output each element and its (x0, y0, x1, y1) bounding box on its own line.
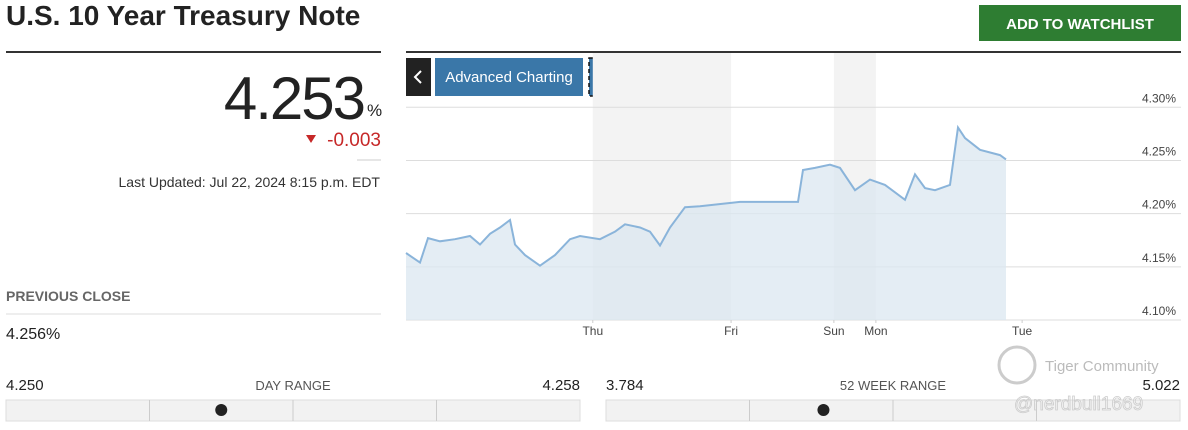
x-tick-label: Fri (724, 324, 738, 338)
down-arrow (306, 135, 316, 143)
watchlist-button-label[interactable]: ADD TO WATCHLIST (1006, 16, 1154, 33)
y-tick-label: 4.30% (1142, 91, 1176, 105)
range-marker (817, 404, 830, 416)
watchlist-button[interactable] (979, 5, 1181, 41)
back-icon (413, 70, 422, 84)
x-tick-label: Mon (864, 324, 887, 338)
last-updated: Last Updated: Jul 22, 2024 8:15 p.m. EDT (119, 174, 381, 190)
range-low: 3.784 (606, 377, 644, 394)
x-tick-label: Sun (823, 324, 844, 338)
range-high: 5.022 (1142, 377, 1180, 394)
y-tick-label: 4.15% (1142, 251, 1176, 265)
x-tick-label: Thu (582, 324, 603, 338)
previous-close-label: PREVIOUS CLOSE (6, 288, 130, 304)
watermark-logo (997, 345, 1037, 385)
range-high: 4.258 (542, 377, 580, 394)
area (406, 127, 1006, 320)
back-button[interactable] (406, 58, 431, 96)
x-tick-label: Tue (1012, 324, 1033, 338)
range-low: 4.250 (6, 377, 44, 394)
advanced-charting-button[interactable] (435, 58, 583, 96)
chart: 4.10% 4.15% 4.20% 4.25% 4.30% Thu Fri Sun Mon Tue (405, 53, 1181, 338)
y-tick-label: 4.20% (1142, 198, 1176, 212)
page-title: U.S. 10 Year Treasury Note (6, 0, 360, 31)
range-marker (215, 404, 228, 416)
line (405, 124, 1007, 267)
range-label: 52 WEEK RANGE (840, 378, 947, 393)
advanced-charting-label[interactable]: Advanced Charting (445, 69, 573, 86)
range-label: DAY RANGE (255, 378, 331, 393)
y-tick-label: 4.25% (1142, 144, 1176, 158)
price-unit: % (367, 101, 382, 120)
y-tick-label: 4.10% (1142, 304, 1176, 318)
watermark-handle: @nerdbull1669 (1014, 394, 1143, 415)
previous-close-value: 4.256% (6, 326, 60, 343)
ranges: 4.250 DAY RANGE 4.258 3.784 52 WEEK RANGE 5.0… (5, 377, 1181, 422)
price-change: -0.003 (327, 130, 381, 151)
watermark-brand: Tiger Community (1045, 358, 1159, 375)
price: 4.253 (224, 65, 364, 132)
